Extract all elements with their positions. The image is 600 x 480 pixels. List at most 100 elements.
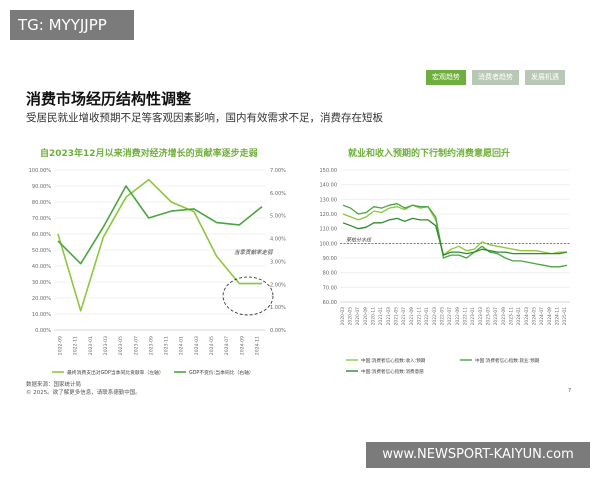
x-tick: 2024-01 xyxy=(516,307,522,326)
footer-copyright: © 2025。欲了解更多信息，请联系德勤中国。 xyxy=(26,390,141,396)
x-tick: 2024-07 xyxy=(224,336,230,355)
x-tick: 2024-11 xyxy=(555,307,561,326)
x-tick: 2023-09 xyxy=(501,307,507,326)
y-tick: 120.00 xyxy=(320,212,338,218)
y-tick: 130.00 xyxy=(320,197,338,203)
x-tick: 2023-07 xyxy=(133,336,139,355)
x-tick: 2020-09 xyxy=(363,307,369,326)
series-line-2 xyxy=(57,185,263,265)
annotation-circle xyxy=(222,276,274,316)
x-tick: 2023-09 xyxy=(148,336,154,355)
y-tick-left: 0.00% xyxy=(35,328,51,334)
x-tick: 2021-09 xyxy=(409,307,415,326)
x-tick: 2023-05 xyxy=(118,336,124,355)
right-chart-title: 就业和收入预期的下行制约消费意愿回升 xyxy=(348,149,511,159)
x-tick: 2024-11 xyxy=(254,336,260,355)
x-tick: 2022-01 xyxy=(424,307,430,326)
y-tick-left: 90.00% xyxy=(32,184,51,190)
left-chart-title: 自2023年12月以来消费对经济增长的贡献率逐步走弱 xyxy=(40,149,258,159)
x-tick: 2022-11 xyxy=(463,307,469,326)
x-tick: 2021-11 xyxy=(417,307,423,326)
annotation-text: 当季贡献率走弱 xyxy=(234,249,274,256)
legend-label: GDP不变价:当季同比（右轴） xyxy=(189,369,254,376)
x-tick: 2021-05 xyxy=(394,307,400,326)
legend-label: 中国:消费者信心指数:收入:预期 xyxy=(361,357,426,364)
x-tick: 2025-01 xyxy=(562,307,568,326)
x-tick: 2020-05 xyxy=(348,307,354,326)
x-tick: 2021-01 xyxy=(378,307,384,326)
y-tick-left: 100.00% xyxy=(29,168,51,174)
y-tick: 70.00 xyxy=(323,285,337,291)
x-tick: 2022-11 xyxy=(73,336,79,355)
legend-label: 最终消费支出对GDP当季同比贡献率（左轴） xyxy=(67,369,164,376)
x-tick: 2023-11 xyxy=(509,307,515,326)
x-tick: 2024-07 xyxy=(539,307,545,326)
y-tick: 150.00 xyxy=(320,168,338,174)
x-tick: 2020-03 xyxy=(340,307,346,326)
y-tick-right: 6.00% xyxy=(270,191,286,197)
footer: 数据来源：国家统计局 © 2025。欲了解更多信息，请联系德勤中国。 xyxy=(26,381,141,397)
series-line-2 xyxy=(342,203,568,268)
x-tick: 2024-05 xyxy=(532,307,538,326)
y-tick-right: 7.00% xyxy=(270,168,286,174)
x-tick: 2023-05 xyxy=(486,307,492,326)
y-tick-left: 20.00% xyxy=(32,296,51,302)
page-number: 7 xyxy=(568,388,572,394)
x-tick: 2020-07 xyxy=(355,307,361,326)
series-line-1 xyxy=(57,178,262,312)
x-tick: 2023-03 xyxy=(478,307,484,326)
x-tick: 2021-03 xyxy=(386,307,392,326)
reference-line-label: 荣枯分水线 xyxy=(346,236,372,243)
website-watermark: www.NEWSPORT-KAIYUN.com xyxy=(366,442,590,468)
y-tick-left: 80.00% xyxy=(32,200,51,206)
y-tick: 80.00 xyxy=(323,271,337,277)
x-tick: 2022-07 xyxy=(447,307,453,326)
y-tick: 110.00 xyxy=(320,227,338,233)
y-tick-right: 3.00% xyxy=(270,259,286,265)
y-tick-right: 4.00% xyxy=(270,237,286,243)
y-tick-left: 40.00% xyxy=(32,264,51,270)
x-tick: 2021-07 xyxy=(401,307,407,326)
y-tick: 140.00 xyxy=(320,183,338,189)
y-tick-right: 5.00% xyxy=(270,214,286,220)
x-tick: 2023-07 xyxy=(493,307,499,326)
x-tick: 2023-11 xyxy=(164,336,170,355)
y-tick-right: 1.00% xyxy=(270,305,286,311)
tab-opportunities[interactable]: 发展机遇 xyxy=(525,70,565,85)
y-tick-left: 70.00% xyxy=(32,216,51,222)
x-tick: 2022-09 xyxy=(455,307,461,326)
x-tick: 2024-03 xyxy=(524,307,530,326)
y-tick-left: 60.00% xyxy=(32,232,51,238)
x-tick: 2023-01 xyxy=(88,336,94,355)
x-tick: 2023-01 xyxy=(470,307,476,326)
x-tick: 2024-05 xyxy=(209,336,215,355)
y-tick-left: 10.00% xyxy=(32,312,51,318)
legend-label: 中国:消费者信心指数:就业:预期 xyxy=(475,357,540,364)
tab-consumer-trends[interactable]: 消费者趋势 xyxy=(472,70,519,85)
page-subtitle: 受居民就业增收预期不足等客观因素影响，国内有效需求不足，消费存在短板 xyxy=(26,112,383,124)
x-tick: 2022-09 xyxy=(58,336,64,355)
y-tick-right: 2.00% xyxy=(270,282,286,288)
consumer-confidence-chart: 60.00 70.00 80.00 90.00 100.00 110.00 120.00 13… xyxy=(320,168,570,375)
y-tick: 90.00 xyxy=(323,256,337,262)
legend-label: 中国:消费者信心指数:消费意愿 xyxy=(361,368,424,375)
y-tick-left: 30.00% xyxy=(32,280,51,286)
section-tabs: 宏观趋势 消费者趋势 发展机遇 xyxy=(426,70,565,85)
telegram-overlay-label: TG: MYYJJPP xyxy=(10,10,134,40)
consumption-contribution-chart: 0.00% 10.00% 20.00% 30.00% 40.00% 50.00% 60.00… xyxy=(29,168,286,376)
series-line-3 xyxy=(342,217,568,256)
footer-source: 数据来源：国家统计局 xyxy=(26,382,82,388)
page-title: 消费市场经历结构性调整 xyxy=(26,90,192,108)
y-tick: 60.00 xyxy=(323,300,337,306)
x-tick: 2022-03 xyxy=(432,307,438,326)
tab-macro-trends[interactable]: 宏观趋势 xyxy=(426,70,466,85)
y-tick-left: 50.00% xyxy=(32,248,51,254)
x-tick: 2023-03 xyxy=(103,336,109,355)
x-tick: 2020-11 xyxy=(371,307,377,326)
x-tick: 2024-03 xyxy=(194,336,200,355)
x-tick: 2024-01 xyxy=(179,336,185,355)
x-tick: 2024-09 xyxy=(239,336,245,355)
series-line-1 xyxy=(342,204,567,256)
y-tick-right: 0.00% xyxy=(270,328,286,334)
x-tick: 2024-09 xyxy=(547,307,553,326)
